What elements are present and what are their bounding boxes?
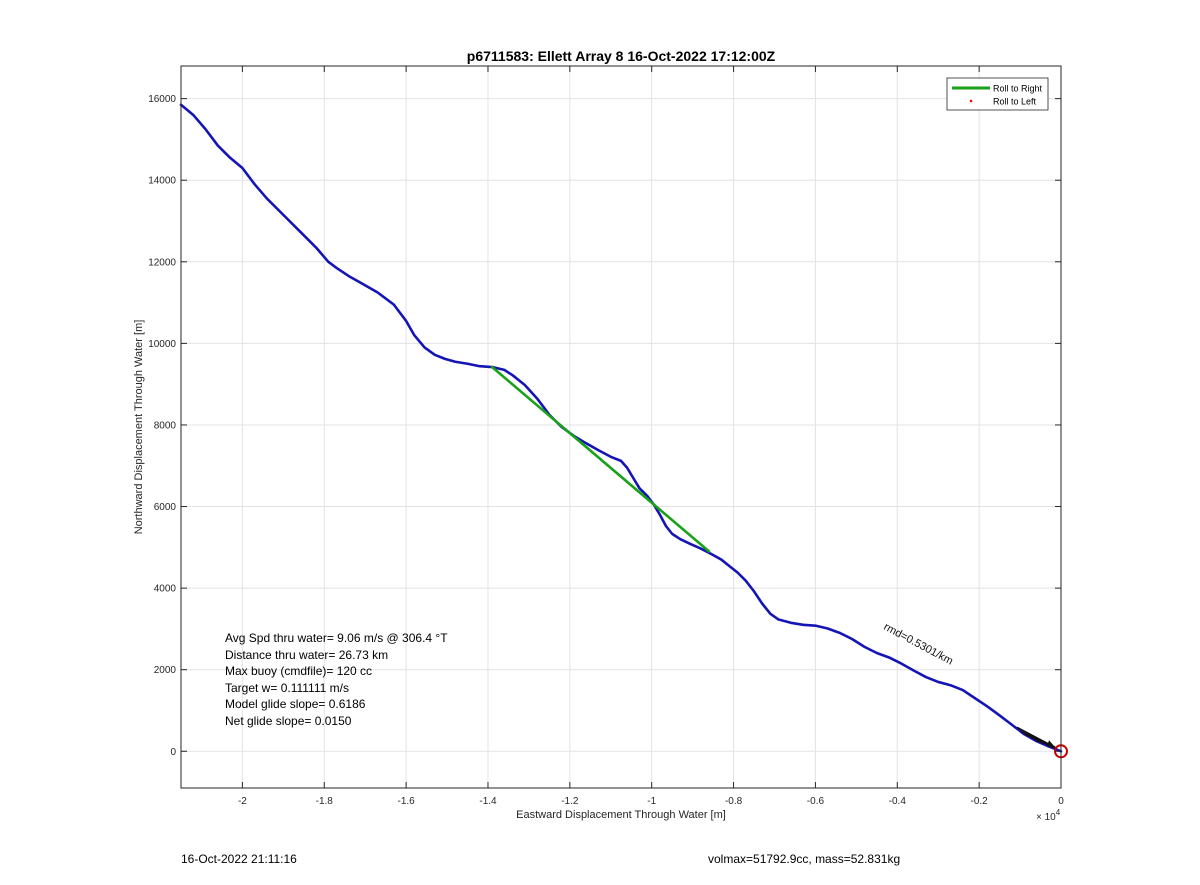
footer-timestamp: 16-Oct-2022 21:11:16 (181, 852, 297, 866)
x-tick-label: -2 (238, 796, 247, 807)
x-tick-label: -1 (647, 796, 656, 807)
x-exponent-base: × 10 (1036, 812, 1056, 823)
x-axis-label: Eastward Displacement Through Water [m] (516, 809, 726, 821)
x-tick-label: -1.2 (561, 796, 579, 807)
x-tick-label: -1.8 (316, 796, 334, 807)
y-tick-label: 10000 (148, 339, 176, 350)
x-tick-label: -1.6 (397, 796, 415, 807)
y-tick-label: 6000 (154, 502, 177, 513)
y-tick-label: 4000 (154, 584, 177, 595)
legend-swatch-roll-left (969, 99, 973, 103)
legend-label-roll-right: Roll to Right (993, 84, 1043, 94)
x-tick-label: -0.8 (725, 796, 743, 807)
stat-avg-speed: Avg Spd thru water= 9.06 m/s @ 306.4 °T (225, 631, 448, 645)
stats-annotation: Avg Spd thru water= 9.06 m/s @ 306.4 °T … (225, 631, 448, 728)
plot-area (181, 66, 1061, 788)
plot-frame (180, 65, 1062, 789)
stat-max-buoy: Max buoy (cmdfile)= 120 cc (225, 664, 372, 678)
footer-vol-mass: volmax=51792.9cc, mass=52.831kg (708, 852, 901, 866)
stat-net-glide-slope: Net glide slope= 0.0150 (225, 714, 352, 728)
x-tick-label: -0.6 (807, 796, 825, 807)
legend-label-roll-left: Roll to Left (993, 97, 1037, 107)
x-axis-exponent: × 104 (1036, 808, 1061, 823)
x-exponent-power: 4 (1056, 808, 1061, 817)
roll-to-right-line (490, 365, 711, 553)
y-tick-label: 0 (170, 747, 176, 758)
x-tick-label: -1.4 (479, 796, 497, 807)
current-arrowhead (1047, 740, 1057, 750)
series-layer (179, 103, 1063, 753)
tick-layer: -2 -1.8 -1.6 -1.4 -1.2 -1 -0.8 -0.6 -0.4 -0.2 0 0 20… (148, 66, 1064, 807)
stat-target-w: Target w= 0.111111 m/s (225, 681, 349, 695)
y-tick-label: 14000 (148, 176, 176, 187)
chart-title: p6711583: Ellett Array 8 16-Oct-2022 17:… (467, 48, 776, 64)
y-axis-label: Northward Displacement Through Water [m] (133, 320, 145, 535)
y-tick-label: 2000 (154, 665, 177, 676)
y-tick-label: 12000 (148, 257, 176, 268)
legend-box (946, 77, 1049, 111)
glider-track-line (179, 103, 1063, 753)
y-tick-label: 16000 (148, 94, 176, 105)
y-tick-label: 8000 (154, 420, 177, 431)
stat-model-glide-slope: Model glide slope= 0.6186 (225, 697, 366, 711)
x-tick-label: -0.2 (971, 796, 989, 807)
legend: Roll to Right Roll to Left (946, 77, 1049, 111)
x-tick-label: 0 (1058, 796, 1064, 807)
x-tick-label: -0.4 (889, 796, 907, 807)
stat-distance: Distance thru water= 26.73 km (225, 648, 388, 662)
